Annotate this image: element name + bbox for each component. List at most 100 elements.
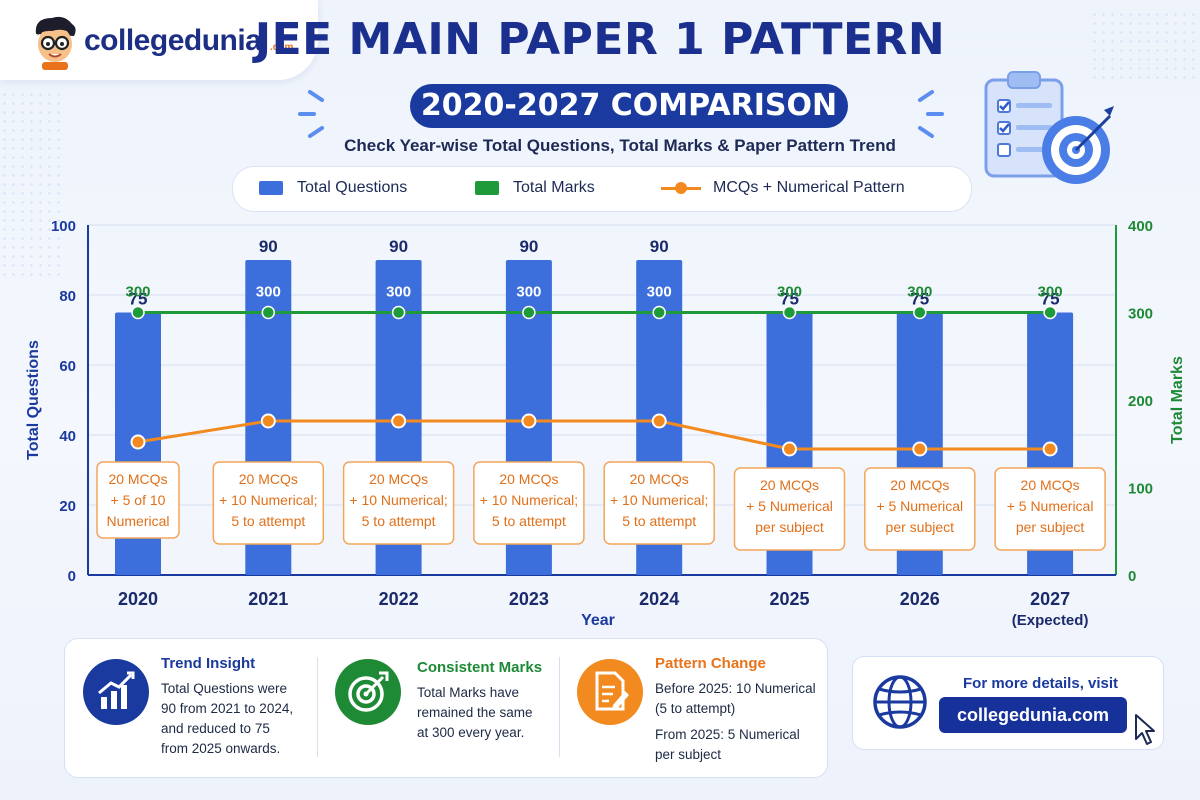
y-tick-label: 80	[59, 288, 76, 305]
marks-value-label: 300	[125, 284, 150, 301]
pattern-note-text: + 5 Numerical	[746, 498, 833, 514]
brand-suffix: .com	[270, 42, 294, 53]
pattern-point	[521, 413, 537, 429]
pattern-note-text: + 10 Numerical;	[480, 492, 578, 508]
pattern-point	[1042, 441, 1058, 457]
insight-line: per subject	[655, 747, 722, 762]
x-tick-label: 2027	[1030, 589, 1070, 609]
pattern-note-text: Numerical	[106, 513, 169, 529]
marks-value-label: 300	[647, 284, 672, 301]
pattern-note-text: + 5 of 10	[111, 492, 166, 508]
pattern-note-text: 20 MCQs	[760, 477, 819, 493]
marks-value-label: 300	[256, 284, 281, 301]
pattern-note-text: 20 MCQs	[630, 471, 689, 487]
brand-name: collegedunia	[84, 24, 262, 57]
y-axis-title: Total Questions	[25, 340, 42, 460]
insight-body: Before 2025: 10 Numerical (5 to attempt)…	[655, 679, 816, 765]
marks-point	[131, 305, 145, 320]
visit-card[interactable]: For more details, visit collegedunia.com	[852, 656, 1164, 750]
bar-value-label: 75	[910, 290, 929, 309]
marks-point	[1043, 305, 1057, 320]
brand-card[interactable]: collegedunia .com	[0, 0, 318, 80]
chart-legend: Total Questions Total Marks MCQs + Numer…	[232, 166, 972, 212]
pattern-note-text: 20 MCQs	[499, 471, 558, 487]
target-icon	[335, 659, 401, 725]
pattern-point	[912, 441, 928, 457]
pattern-point	[260, 413, 276, 429]
marks-point	[782, 305, 797, 320]
pattern-note-text: 20 MCQs	[890, 477, 949, 493]
x-tick-label: 2021	[248, 589, 288, 609]
document-edit-icon	[577, 659, 643, 725]
globe-icon	[873, 675, 927, 729]
pattern-note-box	[603, 461, 715, 545]
sparkle-left-icon	[298, 90, 324, 138]
pattern-note-text: 5 to attempt	[492, 513, 566, 529]
marks-point	[652, 305, 666, 320]
insight-body: Total Marks have remained the same at 30…	[417, 683, 533, 743]
legend-label: MCQs + Numerical Pattern	[713, 179, 905, 196]
marks-value-label: 300	[1038, 284, 1063, 301]
y-tick-label: 0	[68, 568, 76, 585]
x-tick-label: 2026	[900, 589, 940, 609]
divider	[559, 657, 560, 757]
y2-tick-label: 0	[1128, 568, 1136, 585]
insight-line: Total Marks have	[417, 685, 520, 700]
pattern-note-text: + 10 Numerical;	[219, 492, 317, 508]
pattern-note-text: 20 MCQs	[369, 471, 428, 487]
x-tick-label: 2025	[769, 589, 809, 609]
pattern-note-box	[96, 461, 180, 539]
pattern-note-text: + 10 Numerical;	[349, 492, 447, 508]
page-subtitle: 2020-2027 COMPARISON	[410, 84, 848, 128]
y-tick-label: 100	[51, 218, 76, 235]
cursor-icon	[1135, 714, 1155, 745]
divider	[317, 657, 318, 757]
y2-tick-label: 100	[1128, 481, 1153, 498]
legend-line	[661, 181, 701, 194]
trend-chart-icon	[83, 659, 149, 725]
pattern-point	[782, 441, 797, 457]
bar-value-label: 90	[389, 237, 408, 256]
x-tick-label: 2024	[639, 589, 679, 609]
bar-value-label: 90	[650, 237, 669, 256]
page-title: JEE MAIN PAPER 1 PATTERN	[254, 14, 946, 65]
pattern-note-box	[733, 467, 846, 551]
insight-title: Trend Insight	[161, 655, 256, 672]
insight-line: (5 to attempt)	[655, 701, 736, 716]
insight-line: From 2025: 5 Numerical	[655, 727, 800, 742]
insight-title: Consistent Marks	[417, 659, 543, 676]
insight-line: from 2025 onwards.	[161, 741, 281, 756]
y2-tick-label: 200	[1128, 393, 1153, 410]
x-tick-label: 2022	[379, 589, 419, 609]
insight-line: Before 2025: 10 Numerical	[655, 681, 816, 696]
marks-point	[522, 305, 536, 320]
y-tick-label: 60	[59, 358, 76, 375]
legend-total-questions: Total Questions	[259, 179, 407, 197]
pattern-note-text: 20 MCQs	[239, 471, 298, 487]
pattern-point	[651, 413, 667, 429]
pattern-note-text: 5 to attempt	[362, 513, 436, 529]
pattern-note-box	[342, 461, 455, 545]
insight-line: remained the same	[417, 705, 533, 720]
y-tick-label: 40	[59, 428, 76, 445]
pattern-note-box	[473, 461, 585, 545]
pattern-note-text: per subject	[1016, 519, 1085, 535]
pattern-point	[130, 434, 146, 450]
insights-panel: Trend Insight Total Questions were 90 fr…	[64, 638, 828, 778]
pattern-note-text: + 10 Numerical;	[610, 492, 708, 508]
pattern-note-box	[864, 467, 976, 551]
marks-value-label: 300	[386, 284, 411, 301]
pattern-note-text: 20 MCQs	[1021, 477, 1080, 493]
y2-axis-title: Total Marks	[1169, 356, 1186, 444]
mascot-icon	[35, 16, 76, 70]
insight-line: 90 from 2021 to 2024,	[161, 701, 294, 716]
x-axis-title: Year	[581, 612, 615, 629]
insight-line: at 300 every year.	[417, 725, 525, 740]
pattern-note-text: per subject	[755, 519, 824, 535]
pattern-note-text: 5 to attempt	[622, 513, 696, 529]
marks-point	[391, 305, 406, 320]
insight-title: Pattern Change	[655, 655, 766, 672]
visit-link-button[interactable]: collegedunia.com	[939, 697, 1127, 733]
legend-swatch	[475, 181, 499, 195]
y-tick-label: 20	[59, 498, 76, 515]
